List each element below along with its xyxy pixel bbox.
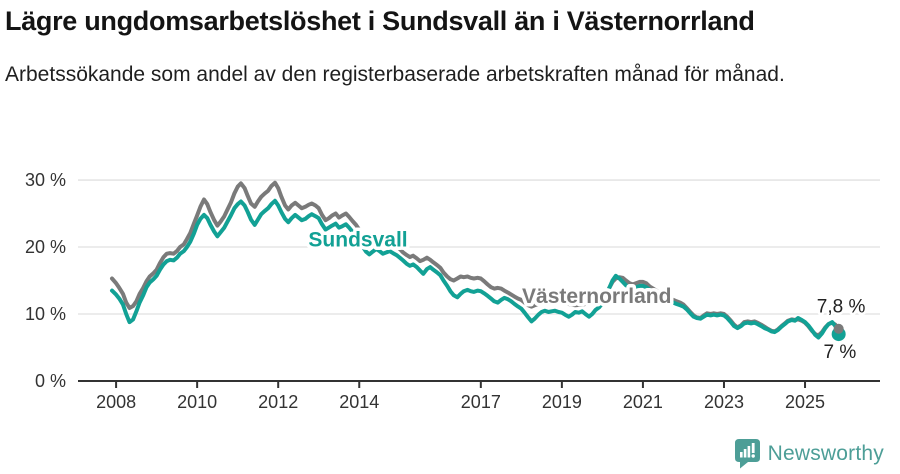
chart-header: Lägre ungdomsarbetslöshet i Sundsvall än…: [5, 0, 897, 90]
end-value-label: 7,8 %: [817, 297, 866, 318]
series-label-sundsvall: Sundsvall: [308, 228, 407, 251]
x-tick-label: 2008: [96, 392, 136, 412]
y-tick-label: 20 %: [25, 237, 66, 257]
y-tick-label: 0 %: [35, 371, 66, 391]
x-tick-label: 2025: [785, 392, 825, 412]
series-line-sundsvall: [110, 198, 841, 340]
end-value-label: 7 %: [824, 342, 857, 363]
y-tick-label: 10 %: [25, 304, 66, 324]
y-tick-label: 30 %: [25, 170, 66, 190]
x-tick-label: 2014: [339, 392, 379, 412]
newsworthy-wordmark: Newsworthy: [767, 441, 884, 465]
page-title: Lägre ungdomsarbetslöshet i Sundsvall än…: [5, 6, 755, 36]
x-tick-label: 2021: [623, 392, 663, 412]
x-tick-label: 2012: [258, 392, 298, 412]
x-tick-label: 2019: [542, 392, 582, 412]
newsworthy-bubble-chart-icon: [734, 439, 760, 469]
page-subtitle: Arbetssökande som andel av den registerb…: [5, 63, 785, 86]
end-dot-västernorrland: [833, 323, 844, 334]
x-tick-label: 2017: [461, 392, 501, 412]
series-line-västernorrland: [110, 180, 841, 338]
x-tick-label: 2023: [704, 392, 744, 412]
series-label-västernorrland: Västernorrland: [522, 285, 671, 308]
x-tick-label: 2010: [177, 392, 217, 412]
newsworthy-logo: Newsworthy: [734, 438, 884, 469]
